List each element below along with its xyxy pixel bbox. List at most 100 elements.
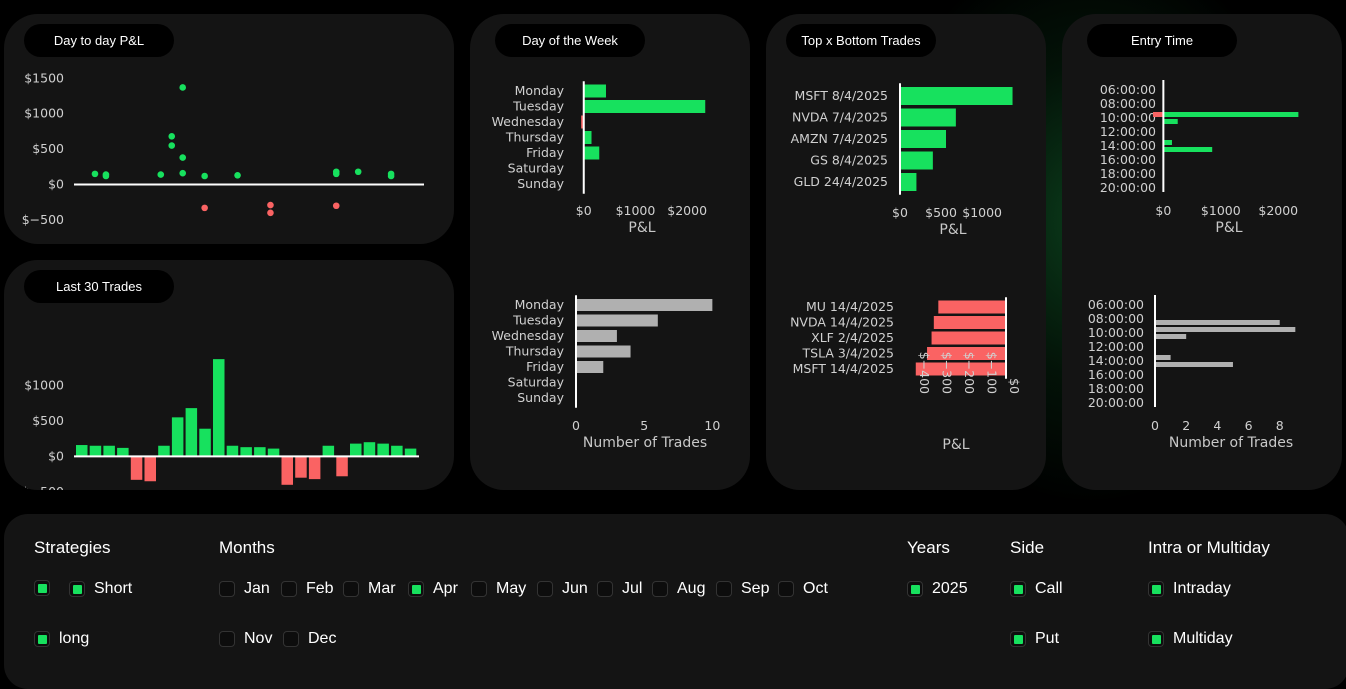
intra-option-multiday[interactable]: Multiday bbox=[1148, 630, 1233, 648]
bar bbox=[1163, 140, 1172, 145]
x-axis-label: Number of Trades bbox=[1169, 435, 1293, 451]
y-tick-label: $1500 bbox=[24, 70, 64, 85]
data-point bbox=[387, 172, 395, 180]
bar bbox=[1163, 119, 1178, 124]
bar bbox=[576, 314, 658, 327]
day-pnl-title: Day to day P&L bbox=[24, 24, 174, 57]
bar bbox=[583, 131, 592, 144]
month-option-jun[interactable]: Jun bbox=[537, 580, 588, 598]
month-option-nov[interactable]: Nov bbox=[219, 630, 272, 648]
month-option-mar[interactable]: Mar bbox=[343, 580, 396, 598]
topbottom-charts: MSFT 8/4/2025 NVDA 7/4/2025 AMZN 7/4/2025 G… bbox=[790, 83, 1022, 453]
checkbox[interactable] bbox=[716, 581, 732, 597]
checkbox[interactable] bbox=[778, 581, 794, 597]
data-point bbox=[168, 133, 176, 140]
month-option-jan[interactable]: Jan bbox=[219, 580, 270, 598]
bar bbox=[583, 146, 600, 160]
category-label: Tuesday bbox=[512, 313, 564, 328]
category-label: MSFT 14/4/2025 bbox=[793, 361, 894, 376]
bar bbox=[254, 447, 266, 457]
month-option-sep[interactable]: Sep bbox=[716, 580, 769, 598]
x-tick-label: 0 bbox=[572, 418, 580, 433]
side-option-call[interactable]: Call bbox=[1010, 580, 1063, 598]
category-label: 10:00:00 bbox=[1088, 325, 1144, 340]
category-label: 14:00:00 bbox=[1100, 138, 1156, 153]
x-tick-label: $0 bbox=[576, 203, 592, 218]
y-tick-label: $−500 bbox=[22, 484, 64, 490]
bar bbox=[900, 108, 956, 127]
year-option-2025[interactable]: 2025 bbox=[907, 580, 968, 598]
entry-card: Entry Time 06:00:00 08:00:00 10:00:00 12:00… bbox=[1062, 14, 1342, 490]
checkbox[interactable] bbox=[597, 581, 613, 597]
x-tick-label: 5 bbox=[640, 418, 648, 433]
side-option-put[interactable]: Put bbox=[1010, 630, 1059, 648]
month-option-jul[interactable]: Jul bbox=[597, 580, 642, 598]
x-tick-label: 6 bbox=[1245, 418, 1253, 433]
category-label: GLD 24/4/2025 bbox=[794, 174, 888, 189]
bar bbox=[308, 456, 321, 480]
bar bbox=[185, 408, 198, 457]
bar bbox=[915, 362, 1006, 376]
month-option-feb[interactable]: Feb bbox=[281, 580, 334, 598]
checkbox[interactable] bbox=[219, 631, 235, 647]
checkbox[interactable] bbox=[34, 580, 50, 596]
last30-title: Last 30 Trades bbox=[24, 270, 174, 303]
checkbox[interactable] bbox=[281, 581, 297, 597]
y-tick-label: $0 bbox=[48, 177, 64, 192]
bar bbox=[576, 330, 617, 342]
topbottom-card: Top x Bottom Trades MSFT 8/4/2025 NVDA 7/… bbox=[766, 14, 1046, 490]
strategies-heading: Strategies bbox=[34, 538, 111, 557]
category-label: 18:00:00 bbox=[1100, 166, 1156, 181]
data-point bbox=[332, 202, 340, 210]
checkbox[interactable] bbox=[408, 581, 424, 597]
data-point bbox=[354, 168, 362, 176]
x-tick-label: 10 bbox=[704, 418, 720, 433]
bar bbox=[171, 417, 184, 457]
category-label: MU 14/4/2025 bbox=[806, 299, 894, 314]
checkbox[interactable] bbox=[537, 581, 553, 597]
checkbox[interactable] bbox=[907, 581, 923, 597]
month-option-aug[interactable]: Aug bbox=[652, 580, 705, 598]
checkbox[interactable] bbox=[34, 631, 50, 647]
month-option-dec[interactable]: Dec bbox=[283, 630, 336, 648]
checkbox[interactable] bbox=[219, 581, 235, 597]
month-option-apr[interactable]: Apr bbox=[408, 580, 458, 598]
month-option-oct[interactable]: Oct bbox=[778, 580, 828, 598]
dow-charts: MondayTuesdayWednesdayThursdayFridaySatu… bbox=[492, 81, 720, 451]
checkbox[interactable] bbox=[283, 631, 299, 647]
checkbox[interactable] bbox=[1010, 631, 1026, 647]
x-tick-label: 4 bbox=[1213, 418, 1221, 433]
strategy-option-0[interactable] bbox=[34, 580, 59, 596]
category-label: XLF 2/4/2025 bbox=[811, 330, 894, 345]
strategy-option-long[interactable]: long bbox=[34, 630, 89, 648]
bar bbox=[240, 447, 252, 457]
strategy-option-short[interactable]: Short bbox=[69, 580, 132, 598]
bar bbox=[158, 445, 170, 457]
bar bbox=[213, 359, 225, 457]
x-tick-label: 2 bbox=[1182, 418, 1190, 433]
checkbox[interactable] bbox=[1010, 581, 1026, 597]
bar bbox=[583, 100, 706, 113]
data-point bbox=[332, 170, 340, 178]
bar bbox=[117, 447, 129, 457]
checkbox[interactable] bbox=[1148, 581, 1164, 597]
checkbox[interactable] bbox=[471, 581, 487, 597]
checkbox[interactable] bbox=[1148, 631, 1164, 647]
checkbox[interactable] bbox=[652, 581, 668, 597]
bar bbox=[1155, 355, 1171, 360]
checkbox[interactable] bbox=[343, 581, 359, 597]
category-label: Friday bbox=[526, 359, 564, 374]
bar bbox=[391, 445, 403, 457]
y-tick-label: $0 bbox=[48, 448, 64, 463]
category-label: Sunday bbox=[517, 390, 564, 405]
category-label: NVDA 14/4/2025 bbox=[790, 315, 894, 330]
data-point bbox=[267, 201, 274, 209]
category-label: Monday bbox=[515, 83, 565, 98]
month-option-may[interactable]: May bbox=[471, 580, 526, 598]
category-label: Thursday bbox=[505, 130, 565, 145]
bar bbox=[583, 84, 606, 98]
intra-option-intraday[interactable]: Intraday bbox=[1148, 580, 1231, 598]
x-tick-label: $2000 bbox=[667, 203, 707, 218]
checkbox[interactable] bbox=[69, 581, 85, 597]
x-axis-label: Number of Trades bbox=[583, 435, 707, 451]
